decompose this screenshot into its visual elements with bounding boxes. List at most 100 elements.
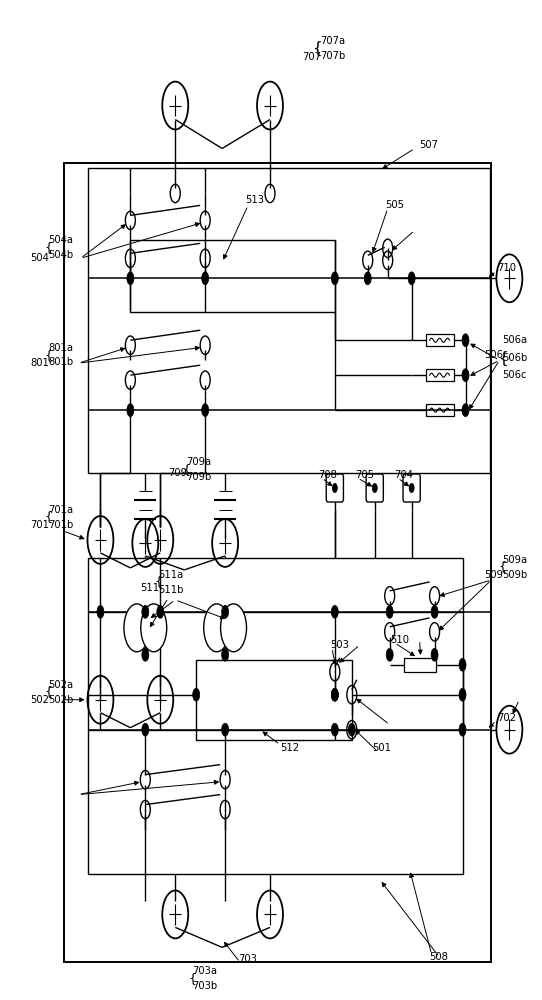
Text: 501: 501 (372, 743, 391, 753)
Text: 504a: 504a (49, 235, 74, 245)
Text: 710: 710 (498, 263, 517, 273)
Circle shape (431, 648, 438, 661)
Circle shape (127, 272, 134, 285)
Text: 509a: 509a (502, 555, 527, 565)
Text: 509: 509 (485, 570, 504, 580)
Circle shape (222, 723, 229, 736)
Text: 506b: 506b (502, 353, 528, 363)
Text: 709: 709 (168, 468, 188, 478)
Text: 708: 708 (318, 470, 337, 480)
Text: {: { (44, 510, 53, 523)
Text: 502: 502 (30, 695, 50, 705)
Circle shape (459, 688, 466, 701)
Circle shape (222, 605, 229, 618)
Text: 703: 703 (238, 954, 257, 964)
Circle shape (332, 483, 337, 493)
Text: 505: 505 (385, 200, 404, 210)
Text: {: { (499, 351, 508, 366)
Text: {: { (44, 685, 53, 698)
Circle shape (124, 604, 150, 652)
Circle shape (431, 605, 438, 618)
Bar (196, 660, 352, 740)
Text: 507: 507 (420, 140, 438, 150)
Text: 801b: 801b (49, 357, 74, 367)
Circle shape (349, 723, 356, 736)
Bar (425, 369, 454, 381)
Circle shape (459, 658, 466, 671)
Text: {: { (312, 41, 321, 56)
Bar (88, 168, 491, 473)
Text: 801: 801 (30, 358, 49, 368)
Circle shape (221, 604, 247, 652)
Text: 511a: 511a (158, 570, 184, 580)
Circle shape (97, 605, 104, 618)
Circle shape (459, 723, 466, 736)
Circle shape (408, 272, 415, 285)
Circle shape (193, 688, 199, 701)
Text: 703b: 703b (192, 981, 217, 991)
Text: {: { (499, 560, 506, 573)
Text: 512: 512 (280, 743, 299, 753)
Text: 511: 511 (140, 583, 159, 593)
Bar (404, 658, 436, 672)
Text: 504: 504 (30, 253, 49, 263)
Circle shape (142, 648, 149, 661)
Text: 506a: 506a (502, 335, 527, 345)
FancyBboxPatch shape (403, 474, 420, 502)
Text: 509b: 509b (502, 570, 528, 580)
Circle shape (331, 688, 338, 701)
Text: 504b: 504b (49, 250, 74, 260)
Circle shape (462, 404, 469, 417)
Circle shape (331, 272, 338, 285)
Circle shape (202, 272, 209, 285)
Bar (425, 334, 454, 346)
Text: 502a: 502a (49, 680, 74, 690)
Text: 513: 513 (245, 195, 264, 205)
Circle shape (142, 605, 149, 618)
Circle shape (331, 723, 338, 736)
FancyBboxPatch shape (366, 474, 383, 502)
Text: 709a: 709a (186, 457, 211, 467)
Text: 701b: 701b (49, 520, 74, 530)
Bar (88, 558, 462, 874)
FancyBboxPatch shape (326, 474, 344, 502)
Bar (63, 163, 492, 962)
Circle shape (386, 605, 393, 618)
Text: 506: 506 (485, 350, 504, 360)
Text: 709b: 709b (186, 472, 211, 482)
Text: 707b: 707b (320, 51, 345, 61)
Text: 503: 503 (330, 640, 349, 650)
Text: 701: 701 (30, 520, 50, 530)
Circle shape (141, 604, 167, 652)
Circle shape (331, 605, 338, 618)
Text: 801a: 801a (49, 343, 74, 353)
Circle shape (409, 483, 414, 493)
Text: {: { (188, 972, 196, 985)
Circle shape (202, 404, 209, 417)
Text: 705: 705 (355, 470, 374, 480)
Bar (131, 240, 335, 312)
Text: 508: 508 (430, 952, 448, 962)
Text: 510: 510 (390, 635, 409, 645)
Text: 704: 704 (395, 470, 414, 480)
Text: 506c: 506c (502, 370, 527, 380)
Circle shape (331, 688, 338, 701)
Circle shape (372, 483, 377, 493)
Text: 511b: 511b (158, 585, 184, 595)
Text: 702: 702 (498, 713, 517, 723)
Circle shape (157, 605, 164, 618)
Circle shape (462, 334, 469, 347)
Circle shape (127, 404, 134, 417)
Text: {: { (182, 463, 190, 476)
Text: 707: 707 (302, 52, 321, 62)
Text: {: { (154, 575, 162, 588)
Circle shape (364, 272, 371, 285)
Text: {: { (44, 349, 53, 362)
Text: 701a: 701a (49, 505, 74, 515)
Text: 703a: 703a (192, 966, 217, 976)
Text: 707a: 707a (320, 36, 345, 46)
Circle shape (204, 604, 230, 652)
Circle shape (386, 648, 393, 661)
Circle shape (222, 648, 229, 661)
Bar (425, 404, 454, 416)
